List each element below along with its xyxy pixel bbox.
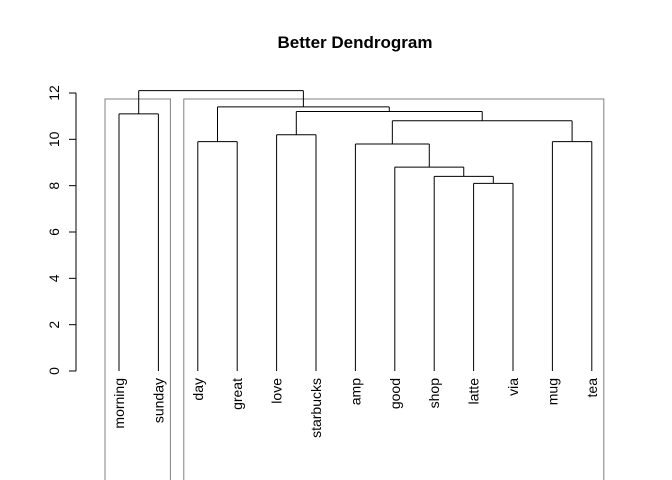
y-tick-label: 4 (46, 274, 62, 282)
leaf-label: good (387, 378, 403, 409)
leaf-label: starbucks (308, 378, 324, 438)
leaf-labels: morning sunday day great love starbucks amp goo… (111, 378, 600, 438)
leaf-label: latte (466, 378, 482, 405)
y-tick-label: 8 (46, 182, 62, 190)
leaf-label: love (269, 378, 285, 404)
leaf-label: amp (347, 378, 363, 405)
y-tick-label: 6 (46, 228, 62, 236)
cluster-box (104, 98, 171, 480)
leaf-label: mug (544, 378, 560, 405)
leaf-label: tea (584, 378, 600, 398)
chart-title: Better Dendrogram (278, 33, 433, 52)
cluster-boxes (104, 98, 605, 480)
leaf-label: morning (111, 378, 127, 429)
cluster-box (183, 98, 605, 480)
y-tick-label: 10 (46, 131, 62, 147)
leaf-label: day (190, 378, 206, 401)
leaf-label: via (505, 378, 521, 396)
y-axis: 0 2 4 6 8 10 12 (46, 85, 77, 375)
dendrogram-branches (118, 90, 593, 371)
leaf-label: shop (426, 378, 442, 409)
leaf-label: great (229, 378, 245, 410)
y-tick-label: 12 (46, 85, 62, 101)
y-tick-label: 0 (46, 367, 62, 375)
y-tick-label: 2 (46, 321, 62, 329)
leaf-label: sunday (150, 378, 166, 423)
